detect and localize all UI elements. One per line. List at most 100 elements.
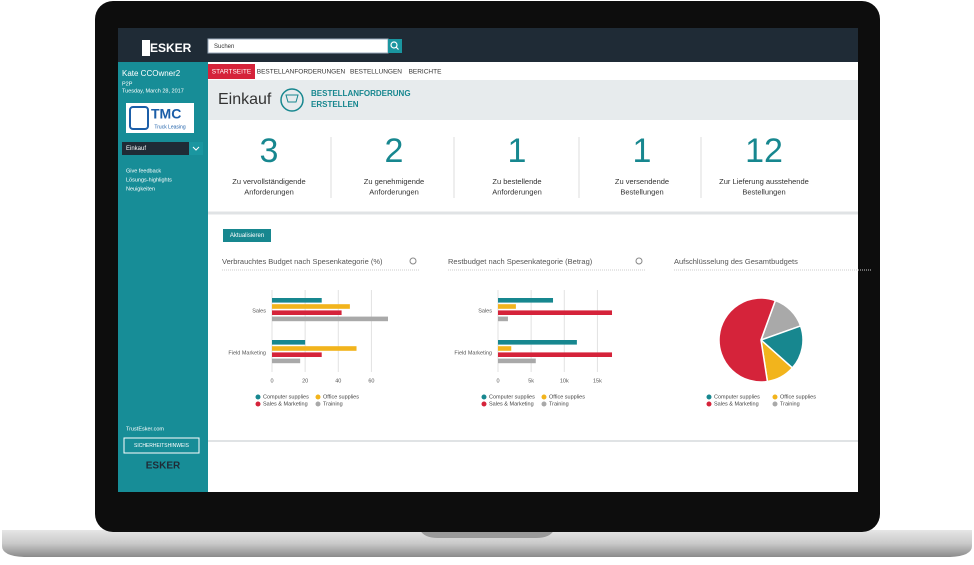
tab[interactable]: STARTSEITE: [212, 69, 252, 76]
bar: [498, 358, 536, 364]
bar: [272, 304, 350, 309]
page-header: [208, 80, 858, 120]
kpi-value[interactable]: 2: [385, 132, 404, 170]
legend-swatch: [772, 401, 778, 407]
bar: [498, 316, 508, 322]
legend-label: Training: [549, 401, 569, 407]
kpi-label: Anforderungen: [244, 187, 294, 196]
search-button[interactable]: [388, 39, 402, 53]
chart-title: Aufschlüsselung des Gesamtbudgets: [674, 257, 798, 266]
x-tick-label: 0: [496, 378, 499, 384]
pie-slice: [718, 297, 777, 383]
laptop-base: [2, 530, 972, 557]
legend-swatch: [706, 394, 712, 400]
tab[interactable]: BERICHTE: [409, 69, 443, 76]
logo: ESKER: [150, 41, 192, 55]
bar: [498, 352, 613, 357]
legend-swatch: [481, 401, 487, 407]
legend-swatch: [772, 394, 778, 400]
bar: [272, 316, 388, 322]
logo-mark: [142, 40, 150, 56]
category-label: Field Marketing: [454, 350, 492, 356]
bar: [272, 340, 306, 345]
truck-icon: [129, 106, 149, 130]
legend-label: Computer supplies: [489, 394, 535, 400]
kpi-label: Bestellungen: [620, 187, 663, 196]
kpi-label: Anforderungen: [369, 187, 419, 196]
legend-label: Sales & Marketing: [489, 401, 534, 407]
legend-label: Training: [780, 401, 800, 407]
kpi-value[interactable]: 12: [745, 132, 783, 170]
tab[interactable]: BESTELLUNGEN: [350, 69, 402, 76]
date: Tuesday, March 28, 2017: [122, 88, 184, 94]
zoom-icon[interactable]: [635, 257, 643, 265]
company-tagline: Truck Leasing: [154, 124, 185, 130]
footer-link[interactable]: TrustEsker.com: [126, 426, 164, 432]
x-tick-label: 60: [368, 378, 374, 384]
security-button[interactable]: [123, 437, 200, 454]
legend-label: Sales & Marketing: [263, 401, 308, 407]
category-label: Sales: [478, 308, 492, 314]
tab[interactable]: BESTELLANFORDERUNGEN: [257, 69, 346, 76]
action-link[interactable]: ERSTELLEN: [311, 100, 359, 109]
x-tick-label: 15k: [593, 378, 602, 384]
user-role: P2P: [122, 81, 133, 87]
kpi-label: Zur Lieferung ausstehende: [719, 177, 809, 186]
search-icon: [395, 46, 399, 50]
zoom-icon[interactable]: [409, 257, 417, 265]
sidebar-link[interactable]: Lösungs-highlights: [126, 177, 172, 183]
refresh-button[interactable]: [223, 229, 271, 242]
company-name: TMC: [151, 106, 181, 122]
legend-swatch: [481, 394, 487, 400]
dropdown-arrow[interactable]: [189, 142, 203, 155]
footer-logo: ESKER: [146, 461, 181, 472]
legend-swatch: [541, 401, 547, 407]
dropdown-label: Einkauf: [126, 146, 146, 152]
dropdown[interactable]: [122, 142, 189, 155]
legend-label: Office supplies: [780, 394, 816, 400]
refresh-label: Aktualisieren: [230, 233, 264, 239]
kpi-value[interactable]: 1: [633, 132, 652, 170]
category-label: Sales: [252, 308, 266, 314]
kpi-label: Bestellungen: [742, 187, 785, 196]
search-placeholder: Suchen: [214, 44, 234, 50]
kpi-value[interactable]: 3: [260, 132, 279, 170]
legend-label: Sales & Marketing: [714, 401, 759, 407]
chart-title: Restbudget nach Spesenkategorie (Betrag): [448, 257, 593, 266]
legend-label: Training: [323, 401, 343, 407]
chart-title: Verbrauchtes Budget nach Spesenkategorie…: [222, 257, 383, 266]
legend-swatch: [541, 394, 547, 400]
category-label: Field Marketing: [228, 350, 266, 356]
bar: [272, 310, 342, 315]
bar: [498, 310, 613, 315]
page-title: Einkauf: [218, 91, 272, 108]
action-link[interactable]: BESTELLANFORDERUNG: [311, 89, 411, 98]
legend-swatch: [315, 401, 321, 407]
cart-icon[interactable]: [280, 88, 304, 112]
bar: [498, 340, 577, 345]
search-box[interactable]: [207, 38, 389, 54]
sidebar-link[interactable]: Give feedback: [126, 168, 161, 174]
sidebar: [118, 62, 208, 492]
kpi-label: Zu bestellende: [492, 177, 541, 186]
kpi-label: Zu versendende: [615, 177, 669, 186]
kpi-label: Anforderungen: [492, 187, 542, 196]
x-tick-label: 0: [270, 378, 273, 384]
legend-swatch: [706, 401, 712, 407]
legend-swatch: [255, 394, 261, 400]
security-button-label: SICHERHEITSHINWEIS: [134, 443, 190, 449]
kpi-label: Zu genehmigende: [364, 177, 424, 186]
legend-swatch: [255, 401, 261, 407]
bar: [272, 346, 357, 351]
x-tick-label: 5k: [528, 378, 534, 384]
bar: [498, 304, 516, 309]
legend-swatch: [315, 394, 321, 400]
kpi-value[interactable]: 1: [508, 132, 527, 170]
x-tick-label: 20: [302, 378, 308, 384]
pie-slice: [759, 324, 804, 369]
search-icon: [390, 41, 398, 49]
sidebar-link[interactable]: Neuigkeiten: [126, 186, 155, 192]
chevron: [192, 146, 200, 151]
